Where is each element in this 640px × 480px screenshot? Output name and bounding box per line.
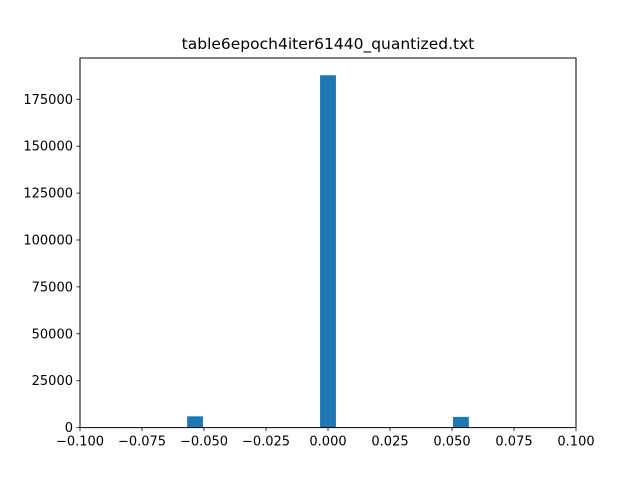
y-tick-label: 125000 [23,187,73,202]
x-tick-label: −0.075 [118,435,166,450]
y-tick-label: 150000 [23,140,73,155]
y-tick-label: 25000 [32,374,73,389]
histogram-bar-1 [320,75,336,428]
y-tick-label: 75000 [32,280,73,295]
y-tick-label: 50000 [32,327,73,342]
x-tick-label: 0.075 [495,435,532,450]
bars-layer [187,75,469,428]
y-tick-label: 100000 [23,233,73,248]
x-tick-label: −0.100 [56,435,104,450]
histogram-bar-0 [187,416,204,428]
y-tick-label: 0 [65,421,73,436]
histogram-bar-2 [452,416,469,428]
x-axis: −0.100 −0.075 −0.050 −0.025 0.000 0.025 0.050 0… [56,427,595,450]
x-tick-label: −0.050 [180,435,228,450]
plot-frame [79,57,577,429]
x-tick-label: 0.025 [371,435,408,450]
x-tick-label: −0.025 [242,435,290,450]
y-axis: 0 25000 50000 75000 100000 125000 150000 175000 [23,93,80,436]
x-tick-label: 0.100 [557,435,594,450]
y-tick-label: 175000 [23,93,73,108]
chart-title: table6epoch4iter61440_quantized.txt [182,35,475,54]
x-tick-label: 0.000 [309,435,346,450]
x-tick-label: 0.050 [433,435,470,450]
